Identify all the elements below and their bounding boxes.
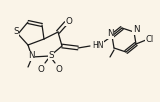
Text: N: N — [133, 26, 139, 34]
Text: O: O — [38, 64, 44, 74]
Text: O: O — [66, 17, 72, 26]
Text: Cl: Cl — [146, 34, 154, 43]
Text: S: S — [48, 50, 54, 59]
Text: O: O — [56, 64, 62, 74]
Text: N: N — [28, 52, 34, 60]
Text: N: N — [107, 29, 113, 38]
Text: HN: HN — [92, 40, 104, 49]
Text: S: S — [13, 28, 19, 37]
